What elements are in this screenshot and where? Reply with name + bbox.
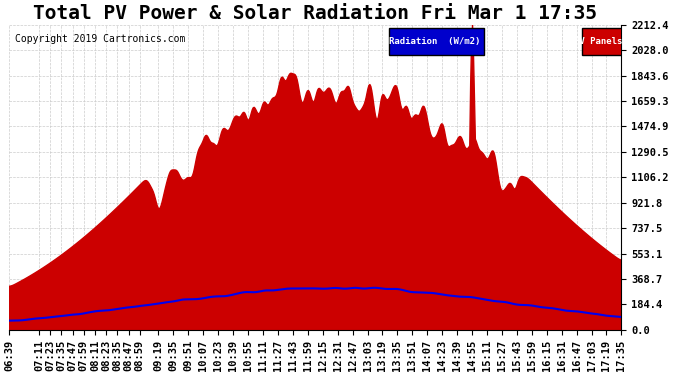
Title: Total PV Power & Solar Radiation Fri Mar 1 17:35: Total PV Power & Solar Radiation Fri Mar… [33, 4, 598, 23]
Text: Copyright 2019 Cartronics.com: Copyright 2019 Cartronics.com [15, 34, 186, 44]
Text: Radiation  (W/m2): Radiation (W/m2) [389, 37, 480, 46]
FancyBboxPatch shape [388, 28, 484, 55]
FancyBboxPatch shape [582, 28, 680, 55]
Text: PV Panels  (DC Watts): PV Panels (DC Watts) [574, 37, 687, 46]
